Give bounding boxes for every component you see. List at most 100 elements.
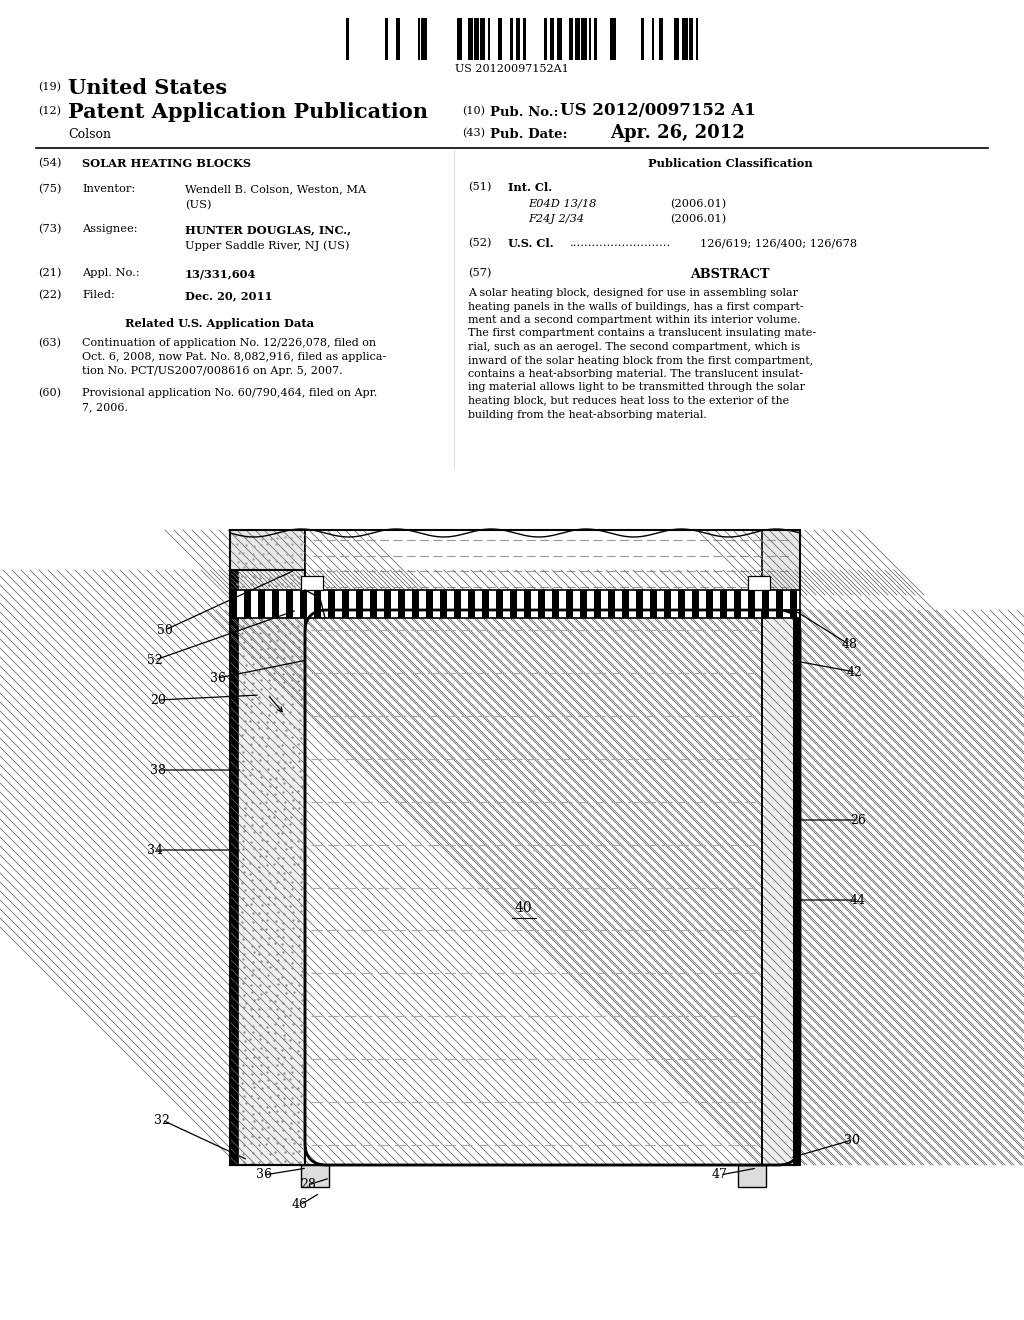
Text: Patent Application Publication: Patent Application Publication	[68, 102, 428, 121]
Bar	[762, 531, 800, 595]
Text: Assignee:: Assignee:	[82, 224, 137, 234]
Bar	[100, 510, 961, 1290]
Bar	[301, 576, 323, 590]
Bar	[300, 590, 307, 618]
Bar	[557, 18, 562, 59]
Text: (54): (54)	[38, 158, 61, 169]
Bar	[580, 590, 587, 618]
Bar	[238, 570, 305, 1166]
Bar	[552, 590, 559, 618]
Bar	[652, 18, 654, 59]
Bar	[569, 18, 573, 59]
Text: U.S. Cl.: U.S. Cl.	[508, 238, 554, 249]
Text: US 2012/0097152 A1: US 2012/0097152 A1	[560, 102, 756, 119]
Bar	[230, 590, 800, 618]
Bar	[480, 18, 485, 59]
Bar	[516, 18, 520, 59]
Text: building from the heat-absorbing material.: building from the heat-absorbing materia…	[468, 409, 707, 420]
Text: Appl. No.:: Appl. No.:	[82, 268, 139, 279]
Bar	[762, 610, 800, 1166]
Text: (73): (73)	[38, 224, 61, 235]
Text: 126/619; 126/400; 126/678: 126/619; 126/400; 126/678	[700, 238, 857, 248]
Text: 13/331,604: 13/331,604	[185, 268, 256, 279]
Text: F24J 2/34: F24J 2/34	[528, 214, 584, 224]
Bar	[396, 18, 400, 59]
Bar	[488, 18, 490, 59]
Bar	[762, 610, 800, 1166]
Bar	[762, 531, 800, 595]
Bar	[418, 18, 420, 59]
Text: SOLAR HEATING BLOCKS: SOLAR HEATING BLOCKS	[82, 158, 251, 169]
Text: contains a heat-absorbing material. The translucent insulat-: contains a heat-absorbing material. The …	[468, 370, 803, 379]
Text: (60): (60)	[38, 388, 61, 399]
Bar	[305, 610, 800, 1166]
Bar	[454, 590, 461, 618]
Bar	[748, 590, 755, 618]
Bar	[762, 590, 769, 618]
Text: rial, such as an aerogel. The second compartment, which is: rial, such as an aerogel. The second com…	[468, 342, 800, 352]
Bar	[636, 590, 643, 618]
Bar	[589, 18, 591, 59]
Text: Wendell B. Colson, Weston, MA: Wendell B. Colson, Weston, MA	[185, 183, 367, 194]
Text: 36: 36	[256, 1168, 272, 1181]
Bar	[659, 18, 663, 59]
Text: Pub. Date:: Pub. Date:	[490, 128, 567, 141]
Text: 48: 48	[842, 639, 858, 652]
Text: 52: 52	[147, 653, 163, 667]
Bar	[412, 590, 419, 618]
Text: (63): (63)	[38, 338, 61, 348]
Bar	[342, 590, 349, 618]
Bar	[230, 531, 800, 595]
Bar	[498, 18, 502, 59]
Bar	[550, 18, 554, 59]
Text: heating block, but reduces heat loss to the exterior of the: heating block, but reduces heat loss to …	[468, 396, 790, 407]
Bar	[793, 610, 800, 1166]
Text: (75): (75)	[38, 183, 61, 194]
Text: E04D 13/18: E04D 13/18	[528, 199, 596, 209]
Bar	[692, 590, 699, 618]
Text: inward of the solar heating block from the first compartment,: inward of the solar heating block from t…	[468, 355, 813, 366]
Text: Pub. No.:: Pub. No.:	[490, 106, 558, 119]
Text: Continuation of application No. 12/226,078, filed on: Continuation of application No. 12/226,0…	[82, 338, 376, 348]
Text: 28: 28	[300, 1179, 316, 1192]
Text: Upper Saddle River, NJ (US): Upper Saddle River, NJ (US)	[185, 240, 349, 251]
Bar	[258, 590, 265, 618]
Text: 40: 40	[515, 900, 532, 915]
Text: ing material allows light to be transmitted through the solar: ing material allows light to be transmit…	[468, 383, 805, 392]
Bar	[641, 18, 644, 59]
Bar	[426, 590, 433, 618]
Bar	[230, 590, 800, 618]
Bar	[748, 576, 770, 590]
Text: heating panels in the walls of buildings, has a first compart-: heating panels in the walls of buildings…	[468, 301, 804, 312]
Bar	[384, 590, 391, 618]
Bar	[328, 590, 335, 618]
Bar	[301, 1166, 329, 1187]
Bar	[370, 590, 377, 618]
Text: Inventor:: Inventor:	[82, 183, 135, 194]
Bar	[474, 18, 479, 59]
Text: A solar heating block, designed for use in assembling solar: A solar heating block, designed for use …	[468, 288, 798, 298]
Text: Oct. 6, 2008, now Pat. No. 8,082,916, filed as applica-: Oct. 6, 2008, now Pat. No. 8,082,916, fi…	[82, 352, 386, 362]
Text: ...........................: ...........................	[570, 238, 672, 248]
Text: Apr. 26, 2012: Apr. 26, 2012	[610, 124, 744, 143]
Bar	[238, 570, 305, 1166]
Bar	[776, 590, 783, 618]
Text: (12): (12)	[38, 106, 61, 116]
Text: Int. Cl.: Int. Cl.	[508, 182, 552, 193]
Text: 34: 34	[147, 843, 163, 857]
Bar	[230, 531, 305, 595]
Bar	[510, 18, 513, 59]
Bar	[720, 590, 727, 618]
Bar	[272, 590, 279, 618]
Text: (22): (22)	[38, 290, 61, 301]
Text: HUNTER DOUGLAS, INC.,: HUNTER DOUGLAS, INC.,	[185, 224, 351, 235]
Text: 30: 30	[844, 1134, 860, 1147]
Bar	[682, 18, 688, 59]
Text: (43): (43)	[462, 128, 485, 139]
Text: tion No. PCT/US2007/008616 on Apr. 5, 2007.: tion No. PCT/US2007/008616 on Apr. 5, 20…	[82, 366, 343, 376]
Bar	[738, 1166, 766, 1187]
Bar	[790, 590, 797, 618]
Bar	[575, 18, 580, 59]
Text: ABSTRACT: ABSTRACT	[690, 268, 770, 281]
Bar	[650, 590, 657, 618]
